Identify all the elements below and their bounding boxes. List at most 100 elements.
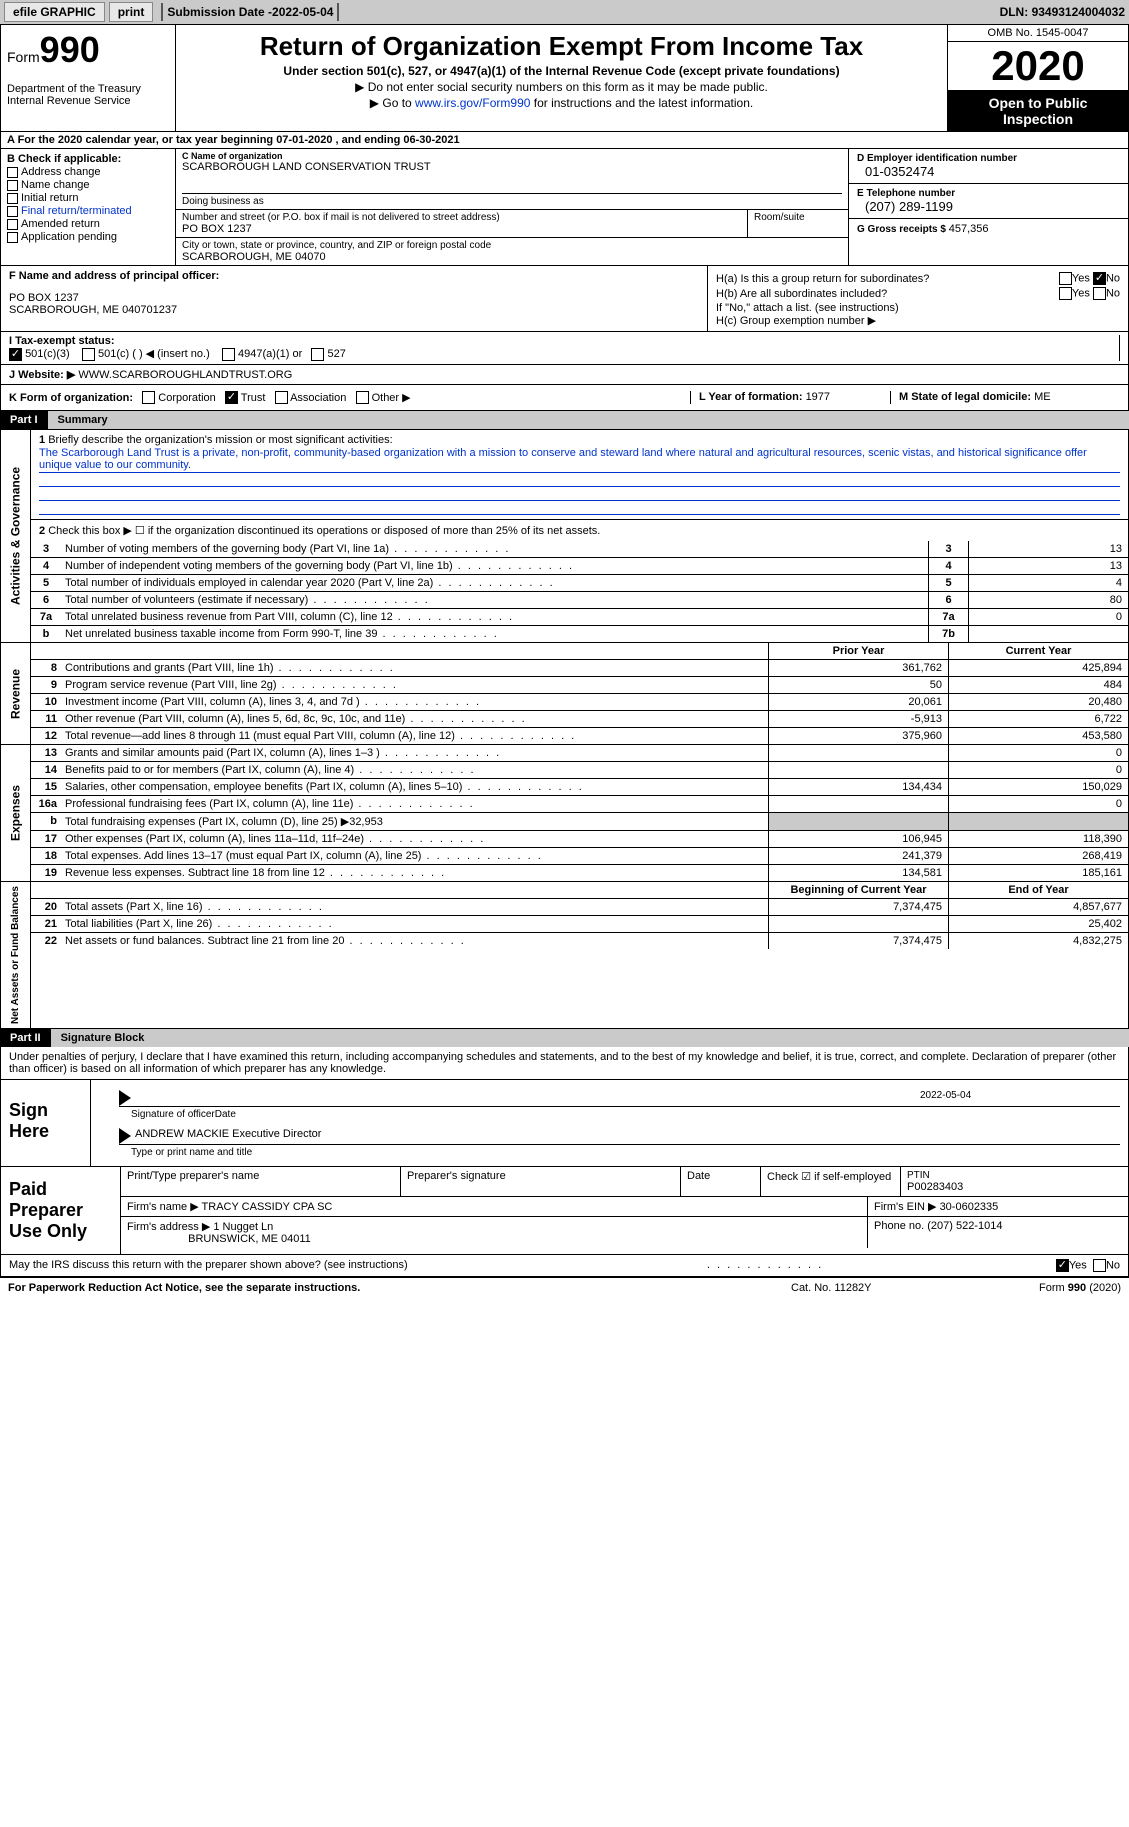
summary-row: 16aProfessional fundraising fees (Part I… — [31, 796, 1128, 813]
efile-button[interactable]: efile GRAPHIC — [4, 2, 105, 22]
checkbox-final-return[interactable] — [7, 206, 18, 217]
preparer-name-label: Print/Type preparer's name — [121, 1167, 401, 1196]
self-employed-check: Check ☑ if self-employed — [761, 1167, 901, 1196]
org-name-label: C Name of organization — [182, 151, 842, 161]
city: SCARBOROUGH, ME 04070 — [182, 251, 842, 263]
checkbox-amended[interactable] — [7, 219, 18, 230]
officer-label: F Name and address of principal officer: — [9, 270, 699, 282]
dba-label: Doing business as — [182, 193, 842, 207]
instruction-2: ▶ Go to www.irs.gov/Form990 for instruct… — [182, 96, 941, 110]
org-name: SCARBOROUGH LAND CONSERVATION TRUST — [182, 161, 842, 173]
subordinates-note: If "No," attach a list. (see instruction… — [716, 302, 1120, 314]
checkbox-527[interactable] — [311, 348, 324, 361]
website: WWW.SCARBOROUGHLANDTRUST.ORG — [78, 369, 292, 381]
checkbox-discuss-no[interactable] — [1093, 1259, 1106, 1272]
form-header: Form990 Department of the Treasury Inter… — [0, 24, 1129, 132]
checkbox-hb-yes[interactable] — [1059, 287, 1072, 300]
group-return-label: H(a) Is this a group return for subordin… — [716, 273, 1051, 285]
summary-row: 10Investment income (Part VIII, column (… — [31, 694, 1128, 711]
checkbox-ha-no[interactable]: ✓ — [1093, 272, 1106, 285]
phone-label: E Telephone number — [857, 188, 1120, 199]
checkbox-initial-return[interactable] — [7, 193, 18, 204]
section-governance: Activities & Governance — [1, 430, 31, 642]
submission-date: 2022-05-04 — [272, 5, 333, 19]
officer-name-title: ANDREW MACKIE Executive Director — [135, 1128, 321, 1144]
checkbox-hb-no[interactable] — [1093, 287, 1106, 300]
col-prior-year: Prior Year — [768, 643, 948, 659]
topbar: efile GRAPHIC print Submission Date - 20… — [0, 0, 1129, 24]
summary-row: 19Revenue less expenses. Subtract line 1… — [31, 865, 1128, 881]
address: PO BOX 1237 — [182, 223, 741, 235]
checkbox-application-pending[interactable] — [7, 232, 18, 243]
open-inspection: Open to Public Inspection — [948, 91, 1128, 131]
state-domicile: ME — [1034, 391, 1051, 403]
summary-row: 21Total liabilities (Part X, line 26)25,… — [31, 916, 1128, 933]
discuss-question: May the IRS discuss this return with the… — [9, 1259, 707, 1272]
summary-row: 4Number of independent voting members of… — [31, 558, 1128, 575]
instruction-1: ▶ Do not enter social security numbers o… — [182, 80, 941, 94]
summary-row: 5Total number of individuals employed in… — [31, 575, 1128, 592]
section-net-assets: Net Assets or Fund Balances — [1, 882, 31, 1028]
part-2-header: Part II Signature Block — [0, 1029, 1129, 1047]
form-org-label: K Form of organization: — [9, 392, 133, 404]
checkbox-assoc[interactable] — [275, 391, 288, 404]
summary-row: 9Program service revenue (Part VIII, lin… — [31, 677, 1128, 694]
checkbox-501c[interactable] — [82, 348, 95, 361]
group-exemption-label: H(c) Group exemption number ▶ — [716, 314, 1120, 327]
submission-date-label: Submission Date - — [167, 5, 272, 19]
summary-row: bNet unrelated business taxable income f… — [31, 626, 1128, 642]
print-button[interactable]: print — [109, 2, 154, 22]
checkbox-other[interactable] — [356, 391, 369, 404]
page-footer: For Paperwork Reduction Act Notice, see … — [0, 1277, 1129, 1298]
website-label: J Website: ▶ — [9, 369, 75, 381]
subordinates-label: H(b) Are all subordinates included? — [716, 288, 1051, 300]
summary-row: 15Salaries, other compensation, employee… — [31, 779, 1128, 796]
address-label: Number and street (or P.O. box if mail i… — [182, 212, 741, 223]
summary-row: 13Grants and similar amounts paid (Part … — [31, 745, 1128, 762]
mission-text: The Scarborough Land Trust is a private,… — [39, 446, 1120, 473]
form-label: Form — [7, 49, 40, 65]
tax-year-range: A For the 2020 calendar year, or tax yea… — [0, 132, 1129, 149]
summary-row: 7aTotal unrelated business revenue from … — [31, 609, 1128, 626]
summary-row: bTotal fundraising expenses (Part IX, co… — [31, 813, 1128, 831]
part-1-header: Part I Summary — [0, 411, 1129, 429]
arrow-icon — [119, 1128, 131, 1144]
tax-exempt-label: I Tax-exempt status: — [9, 335, 115, 347]
checkbox-discuss-yes[interactable]: ✓ — [1056, 1259, 1069, 1272]
checkbox-ha-yes[interactable] — [1059, 272, 1072, 285]
year-formation: 1977 — [806, 391, 830, 403]
checkbox-address-change[interactable] — [7, 167, 18, 178]
checkbox-corp[interactable] — [142, 391, 155, 404]
irs-link[interactable]: www.irs.gov/Form990 — [415, 96, 530, 110]
firm-address: 1 Nugget Ln — [213, 1221, 273, 1233]
summary-row: 6Total number of volunteers (estimate if… — [31, 592, 1128, 609]
box-b: B Check if applicable: Address change Na… — [1, 149, 176, 265]
ein: 01-0352474 — [857, 164, 1120, 179]
phone: (207) 289-1199 — [857, 199, 1120, 214]
form-subtitle: Under section 501(c), 527, or 4947(a)(1)… — [182, 64, 941, 78]
city-label: City or town, state or province, country… — [182, 240, 842, 251]
ein-label: D Employer identification number — [857, 153, 1120, 164]
officer-addr2: SCARBOROUGH, ME 040701237 — [9, 304, 699, 316]
arrow-icon — [119, 1090, 131, 1106]
officer-addr1: PO BOX 1237 — [9, 292, 699, 304]
gross-receipts-label: G Gross receipts $ — [857, 224, 949, 235]
room-suite-label: Room/suite — [748, 210, 848, 237]
checkbox-name-change[interactable] — [7, 180, 18, 191]
form-number: 990 — [40, 29, 100, 70]
summary-row: 17Other expenses (Part IX, column (A), l… — [31, 831, 1128, 848]
paid-preparer-label: Paid Preparer Use Only — [1, 1167, 121, 1254]
perjury-declaration: Under penalties of perjury, I declare th… — [1, 1047, 1128, 1079]
checkbox-4947[interactable] — [222, 348, 235, 361]
firm-name: TRACY CASSIDY CPA SC — [202, 1201, 333, 1213]
summary-row: 20Total assets (Part X, line 16)7,374,47… — [31, 899, 1128, 916]
checkbox-501c3[interactable]: ✓ — [9, 348, 22, 361]
firm-phone: (207) 522-1014 — [927, 1220, 1002, 1232]
summary-row: 18Total expenses. Add lines 13–17 (must … — [31, 848, 1128, 865]
tax-year: 2020 — [948, 42, 1128, 91]
checkbox-trust[interactable]: ✓ — [225, 391, 238, 404]
summary-row: 3Number of voting members of the governi… — [31, 541, 1128, 558]
ptin: P00283403 — [907, 1181, 1122, 1193]
section-revenue: Revenue — [1, 643, 31, 744]
preparer-date-label: Date — [681, 1167, 761, 1196]
